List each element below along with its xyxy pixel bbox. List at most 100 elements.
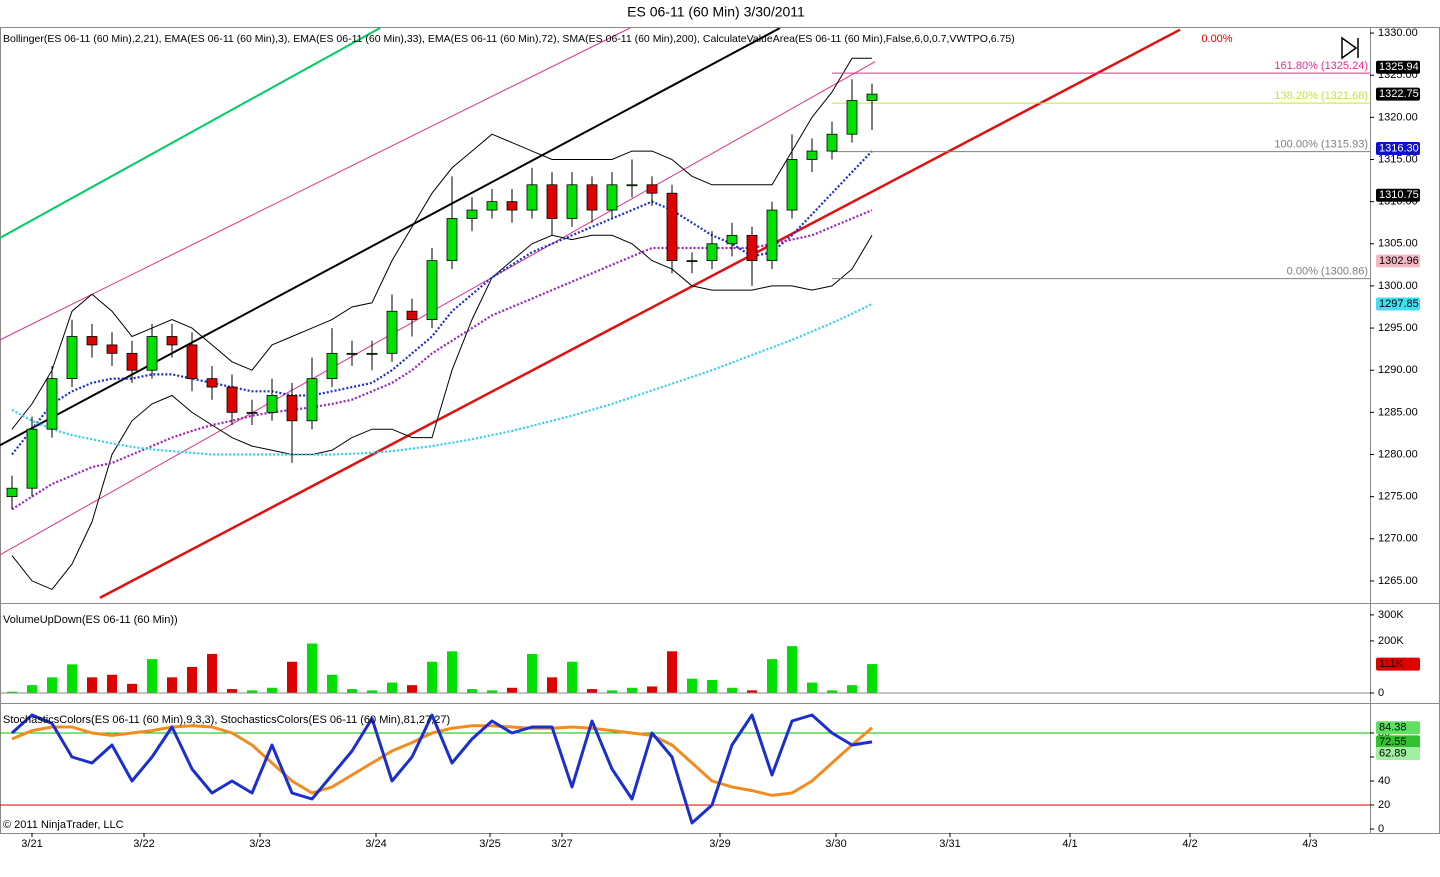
- volume-bar: [807, 682, 817, 693]
- volume-bar: [827, 690, 837, 693]
- candle-body: [766, 209, 778, 262]
- volume-bar: [427, 661, 437, 693]
- volume-bar: [347, 689, 357, 693]
- candle-body: [346, 352, 358, 355]
- candle-body: [466, 209, 478, 219]
- volume-bar: [227, 689, 237, 693]
- trend-line: [0, 28, 381, 239]
- overlay-line: [11, 303, 873, 456]
- candle-body: [306, 378, 318, 422]
- candle-body: [686, 260, 698, 263]
- candle-body: [326, 352, 338, 380]
- y-tick-label: 40: [1378, 775, 1390, 787]
- y-tick-label: 1300.00: [1378, 280, 1418, 292]
- trend-line: [0, 61, 876, 556]
- candle-body: [746, 234, 758, 262]
- y-tick-label: 200K: [1378, 635, 1404, 647]
- x-tick-label: 3/25: [479, 838, 500, 850]
- price-marker: [1376, 87, 1420, 101]
- candle-body: [546, 184, 558, 219]
- play-icon[interactable]: [1341, 36, 1359, 60]
- volume-bar: [547, 677, 557, 693]
- x-tick-label: 3/22: [133, 838, 154, 850]
- overlay-line: [11, 209, 873, 511]
- candle-body: [366, 352, 378, 355]
- price-marker: [1376, 142, 1420, 156]
- y-tick-label: 1305.00: [1378, 238, 1418, 250]
- x-tick-label: 3/23: [249, 838, 270, 850]
- volume-bar: [467, 689, 477, 693]
- trend-line: [0, 28, 781, 447]
- price-marker-label: 84.38: [1379, 722, 1407, 734]
- price-marker: [1376, 188, 1420, 202]
- price-marker-label: 72.55: [1379, 736, 1407, 748]
- volume-bar: [507, 687, 517, 693]
- candle-body: [646, 184, 658, 194]
- y-tick-label: 1275.00: [1378, 491, 1418, 503]
- price-marker: [1376, 254, 1420, 268]
- y-tick-label: 300K: [1378, 609, 1404, 621]
- indicator-label: VolumeUpDown(ES 06-11 (60 Min)): [3, 614, 178, 626]
- price-marker: [1376, 735, 1420, 749]
- fib-label: 100.00% (1315.93): [1274, 139, 1368, 151]
- volume-bar: [127, 683, 137, 693]
- candle-body: [106, 344, 118, 354]
- price-marker-label: 1322.75: [1379, 88, 1419, 100]
- y-tick-label: 1265.00: [1378, 575, 1418, 587]
- volume-bar: [527, 653, 537, 693]
- y-tick-label: 1290.00: [1378, 364, 1418, 376]
- candle-body: [586, 184, 598, 211]
- price-marker-label: 1316.30: [1379, 142, 1419, 154]
- price-marker: [1376, 721, 1420, 735]
- price-marker-label: 1302.96: [1379, 255, 1419, 267]
- candle-body: [526, 184, 538, 211]
- candle-body: [386, 310, 398, 354]
- volume-bar: [207, 653, 217, 693]
- candle-body: [246, 411, 258, 414]
- x-tick-label: 3/31: [939, 838, 960, 850]
- candle-body: [26, 428, 38, 489]
- chart-title: ES 06-11 (60 Min) 3/30/2011: [627, 4, 805, 20]
- volume-bar: [707, 679, 717, 693]
- volume-bar: [867, 664, 877, 693]
- price-marker-label: 111K: [1379, 658, 1404, 670]
- candle-body: [226, 386, 238, 413]
- candle-body: [286, 395, 298, 422]
- candle-body: [626, 184, 638, 187]
- overlay-line: [11, 57, 872, 430]
- volume-bar: [107, 674, 117, 693]
- candle-body: [846, 100, 858, 135]
- x-tick-label: 3/24: [365, 838, 386, 850]
- overlay-line: [11, 234, 873, 591]
- candle-body: [606, 184, 618, 211]
- candle-body: [66, 336, 78, 380]
- indicator-label: Bollinger(ES 06-11 (60 Min),2,21), EMA(E…: [3, 33, 1015, 45]
- candle-body: [46, 378, 58, 430]
- volume-bar: [847, 685, 857, 693]
- plot-layer: 1265.00 1270.00 1275.00 1280.00 1285.00 1290.…: [0, 27, 1420, 850]
- candle-body: [786, 159, 798, 211]
- candle-body: [506, 201, 518, 211]
- trend-line: [0, 28, 631, 341]
- volume-bar: [47, 677, 57, 693]
- volume-bar: [487, 690, 497, 693]
- panel: [0, 643, 1370, 694]
- y-tick-label: 1280.00: [1378, 448, 1418, 460]
- volume-bar: [787, 646, 797, 693]
- volume-bar: [147, 659, 157, 693]
- x-tick-label: 3/29: [709, 838, 730, 850]
- price-marker: [1376, 657, 1420, 671]
- volume-bar: [587, 689, 597, 693]
- candle-body: [826, 133, 838, 152]
- volume-bar: [367, 690, 377, 693]
- y-tick-label: 20: [1378, 799, 1390, 811]
- candle-body: [706, 243, 718, 262]
- fib-label: 161.80% (1325.24): [1274, 60, 1368, 72]
- candle-body: [186, 344, 198, 380]
- candle-body: [806, 150, 818, 160]
- price-marker-label: 62.89: [1379, 747, 1407, 759]
- x-tick-label: 3/30: [825, 838, 846, 850]
- y-tick-label: 1330.00: [1378, 27, 1418, 39]
